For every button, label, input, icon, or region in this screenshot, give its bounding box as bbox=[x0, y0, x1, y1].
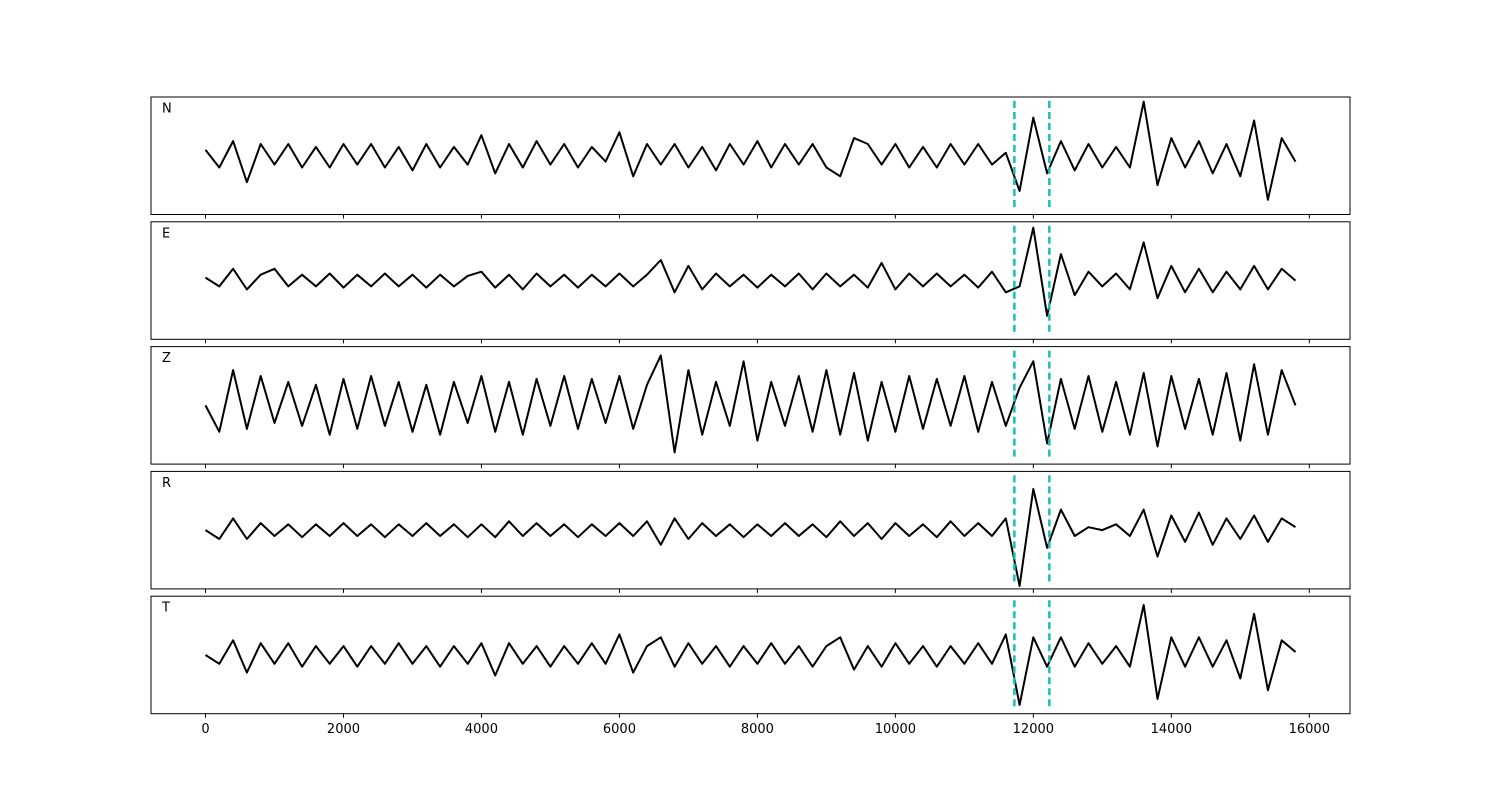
x-tick-label: 10000 bbox=[875, 722, 916, 737]
x-tick-label: 8000 bbox=[741, 722, 774, 737]
panel-label: N bbox=[162, 102, 172, 117]
x-tick-label: 6000 bbox=[603, 722, 636, 737]
x-tick-label: 4000 bbox=[465, 722, 498, 737]
waveform bbox=[204, 354, 1297, 454]
x-tick-label: 0 bbox=[201, 722, 209, 737]
x-tick-label: 2000 bbox=[327, 722, 360, 737]
panel-label: Z bbox=[162, 351, 171, 366]
panel-frame bbox=[150, 221, 1351, 340]
waveform bbox=[204, 100, 1297, 201]
panel-frame bbox=[150, 96, 1351, 215]
waveform bbox=[204, 488, 1297, 587]
panel-frame bbox=[150, 470, 1351, 590]
x-tick-label: 14000 bbox=[1151, 722, 1192, 737]
panel-frame bbox=[150, 346, 1351, 465]
panel-label: R bbox=[162, 476, 171, 491]
waveform bbox=[204, 226, 1297, 317]
x-tick-label: 12000 bbox=[1013, 722, 1054, 737]
panel-frame bbox=[150, 595, 1351, 715]
x-tick-label: 16000 bbox=[1289, 722, 1330, 737]
waveform bbox=[204, 604, 1297, 706]
panel-label: E bbox=[162, 226, 170, 241]
panel-label: T bbox=[161, 601, 170, 616]
